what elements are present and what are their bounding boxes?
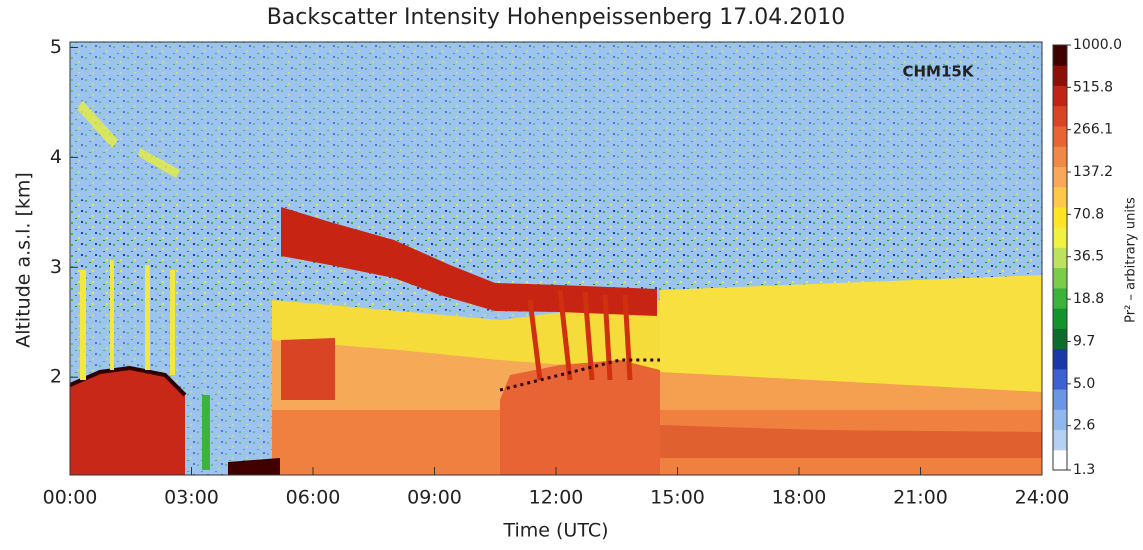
colorbar-swatch bbox=[1053, 125, 1067, 147]
colorbar-tick-label: 515.8 bbox=[1073, 79, 1113, 95]
colorbar-tick-label: 137.2 bbox=[1073, 164, 1113, 180]
x-tick-label: 00:00 bbox=[43, 487, 98, 509]
colorbar-swatch bbox=[1053, 409, 1067, 431]
colorbar-swatch bbox=[1053, 247, 1067, 269]
colorbar-tick-label: 2.6 bbox=[1073, 418, 1095, 434]
colorbar-swatch bbox=[1053, 206, 1067, 228]
x-tick-label: 21:00 bbox=[893, 487, 948, 509]
colorbar-tick-label: 266.1 bbox=[1073, 122, 1113, 138]
x-tick-label: 06:00 bbox=[286, 487, 341, 509]
colorbar-swatch bbox=[1053, 166, 1067, 188]
cloud-base bbox=[499, 358, 660, 392]
colorbar-swatch bbox=[1053, 308, 1067, 329]
colorbar-frame bbox=[1052, 44, 1068, 471]
colorbar-swatch bbox=[1053, 348, 1067, 370]
colorbar-swatch bbox=[1053, 328, 1067, 350]
x-tick-label: 03:00 bbox=[164, 487, 219, 509]
y-tick-label: 4 bbox=[50, 146, 62, 168]
colorbar-tick-label: 36.5 bbox=[1073, 249, 1104, 265]
green-streak bbox=[202, 395, 210, 470]
y-tick-label: 2 bbox=[50, 366, 62, 388]
aerosol-layer bbox=[281, 207, 657, 316]
red-region bbox=[281, 338, 335, 400]
colorbar-swatch bbox=[1053, 105, 1067, 127]
backscatter-field bbox=[70, 42, 1042, 475]
colorbar-swatch bbox=[1053, 368, 1067, 390]
colorbar-tick-label: 70.8 bbox=[1073, 206, 1104, 222]
colorbar-swatch bbox=[1053, 449, 1067, 471]
colorbar-swatch bbox=[1053, 65, 1067, 86]
x-tick-label: 15:00 bbox=[650, 487, 705, 509]
x-axis-label: Time (UTC) bbox=[502, 520, 608, 542]
x-tick-label: 12:00 bbox=[529, 487, 584, 509]
y-axis-label: Altitude a.s.l. [km] bbox=[13, 172, 35, 348]
red-region bbox=[70, 368, 185, 475]
colorbar-swatch bbox=[1053, 227, 1067, 248]
colorbar-swatch bbox=[1053, 45, 1067, 66]
y-tick-label: 5 bbox=[50, 36, 62, 58]
colorbar-label: Pr² – arbitrary units bbox=[1124, 197, 1139, 323]
low-cloud bbox=[228, 458, 280, 475]
colorbar-tick-label: 9.7 bbox=[1073, 333, 1095, 349]
red-streak bbox=[527, 289, 633, 381]
x-tick-label: 24:00 bbox=[1015, 487, 1070, 509]
colorbar-swatch bbox=[1053, 267, 1067, 289]
colorbar-swatch bbox=[1053, 85, 1067, 107]
colorbar-tick-label: 1000.0 bbox=[1073, 37, 1122, 53]
colorbar-tick-label: 5.0 bbox=[1073, 376, 1095, 392]
colorbar-swatch bbox=[1053, 429, 1067, 451]
chart-title: Backscatter Intensity Hohenpeissenberg 1… bbox=[267, 5, 846, 30]
yellow-patch bbox=[78, 100, 180, 178]
colorbar-tick-label: 1.3 bbox=[1073, 462, 1095, 478]
x-tick-label: 18:00 bbox=[772, 487, 827, 509]
colorbar-swatch bbox=[1053, 287, 1067, 309]
red-region bbox=[500, 360, 660, 475]
darkorange-region bbox=[660, 425, 1042, 458]
cloud-base bbox=[70, 365, 187, 397]
colorbar-swatch bbox=[1053, 186, 1067, 208]
colorbar-swatch bbox=[1053, 146, 1067, 167]
annotation: CHM15K bbox=[903, 63, 975, 81]
y-tick-label: 3 bbox=[50, 256, 62, 278]
colorbar-swatch bbox=[1053, 389, 1067, 410]
colorbar-tick-label: 18.8 bbox=[1073, 291, 1104, 307]
x-tick-label: 09:00 bbox=[407, 487, 462, 509]
